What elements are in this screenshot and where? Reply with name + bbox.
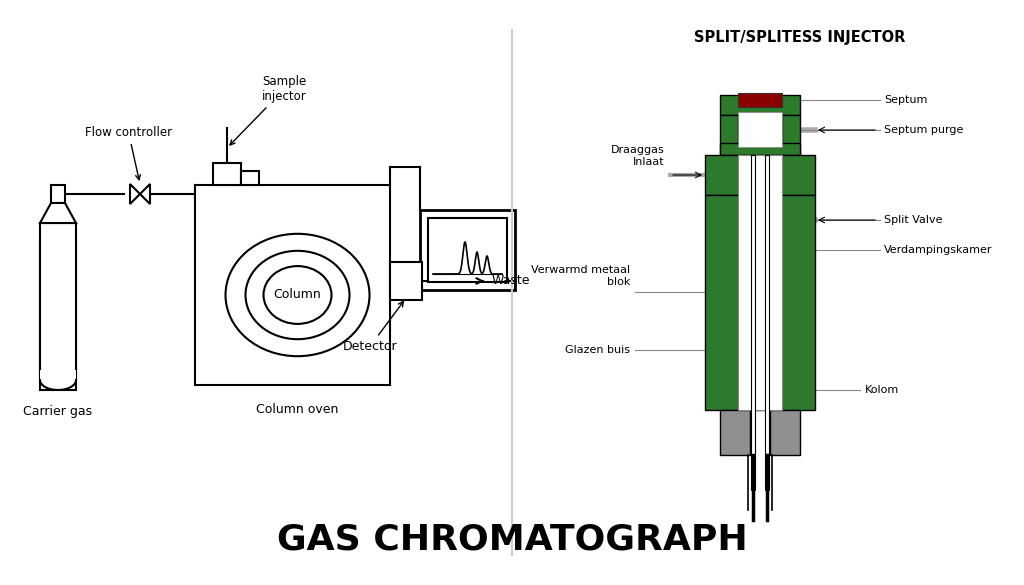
Bar bbox=[40, 223, 76, 380]
Bar bbox=[720, 95, 800, 115]
Text: Glazen buis: Glazen buis bbox=[565, 345, 630, 355]
Bar bbox=[40, 240, 76, 390]
Text: Septum purge: Septum purge bbox=[884, 125, 964, 135]
Text: Column oven: Column oven bbox=[256, 403, 339, 416]
Bar bbox=[738, 112, 782, 147]
Polygon shape bbox=[140, 184, 150, 204]
Bar bbox=[738, 155, 782, 410]
Bar bbox=[428, 218, 507, 282]
Bar bbox=[738, 93, 782, 107]
Bar bbox=[705, 195, 815, 410]
Text: GAS CHROMATOGRAPH: GAS CHROMATOGRAPH bbox=[276, 523, 748, 557]
Text: SPLIT/SPLITESS INJECTOR: SPLIT/SPLITESS INJECTOR bbox=[694, 30, 905, 45]
Bar bbox=[765, 155, 769, 490]
Text: Carrier gas: Carrier gas bbox=[24, 405, 92, 418]
Text: Waste: Waste bbox=[492, 274, 530, 287]
Bar bbox=[705, 155, 815, 195]
Text: Septum: Septum bbox=[884, 95, 928, 105]
Bar bbox=[770, 410, 800, 455]
Bar bbox=[720, 410, 750, 455]
Bar bbox=[420, 210, 515, 290]
Text: Detector: Detector bbox=[343, 301, 403, 353]
Bar bbox=[195, 185, 390, 385]
Text: Verdampingskamer: Verdampingskamer bbox=[884, 245, 992, 255]
Bar bbox=[51, 185, 65, 203]
Text: Verwarmd metaal
blok: Verwarmd metaal blok bbox=[530, 265, 630, 287]
Text: Column: Column bbox=[273, 288, 322, 301]
Text: Kolom: Kolom bbox=[865, 385, 899, 395]
Bar bbox=[720, 115, 738, 155]
Text: Draaggas
Inlaat: Draaggas Inlaat bbox=[611, 146, 665, 167]
Polygon shape bbox=[40, 203, 76, 223]
Bar bbox=[390, 262, 422, 300]
Bar bbox=[720, 143, 800, 155]
Bar bbox=[751, 155, 755, 490]
Bar bbox=[213, 163, 241, 185]
Bar bbox=[241, 171, 259, 185]
Text: Sample
injector: Sample injector bbox=[230, 75, 307, 145]
Text: Split Valve: Split Valve bbox=[884, 215, 942, 225]
Polygon shape bbox=[130, 184, 140, 204]
Text: Flow controller: Flow controller bbox=[85, 126, 172, 180]
Bar bbox=[782, 115, 800, 155]
Bar bbox=[40, 370, 76, 382]
Bar bbox=[738, 155, 782, 195]
